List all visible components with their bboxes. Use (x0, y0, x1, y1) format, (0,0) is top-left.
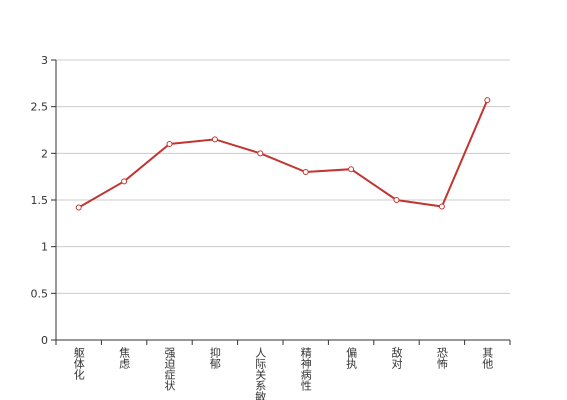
x-tick-label: 抑郁 (208, 346, 221, 369)
x-tick-label: 偏执 (345, 346, 358, 370)
x-tick-label: 人际关系敏感 (254, 347, 267, 400)
point (211, 136, 218, 143)
x-tick-label: 其他 (481, 347, 494, 369)
point (484, 97, 491, 104)
line (78, 99, 489, 209)
y-tick-label: 0.5 (31, 287, 49, 300)
y-tick-label: 1.5 (31, 194, 49, 207)
y-tick-label: 1 (41, 241, 48, 254)
x-tick-label: 躯体化 (72, 347, 85, 381)
point (166, 141, 173, 147)
point (438, 203, 445, 210)
y-tick-label: 3 (41, 54, 48, 67)
point (393, 197, 400, 203)
y-tick-label: 2.5 (31, 101, 49, 114)
point (257, 150, 264, 157)
y-tick-label: 2 (41, 147, 48, 160)
x-tick-label: 焦虑 (118, 347, 131, 369)
y-tick-label: 0 (41, 334, 48, 347)
x-tick-label: 恐怖 (435, 347, 448, 369)
x-tick-label: 敌对 (390, 346, 403, 369)
point (75, 204, 82, 211)
point (121, 178, 128, 185)
point (348, 166, 355, 173)
x-tick-label: 强迫症状 (163, 347, 176, 391)
x-tick-label: 精神病性 (299, 347, 312, 392)
point (302, 169, 309, 175)
